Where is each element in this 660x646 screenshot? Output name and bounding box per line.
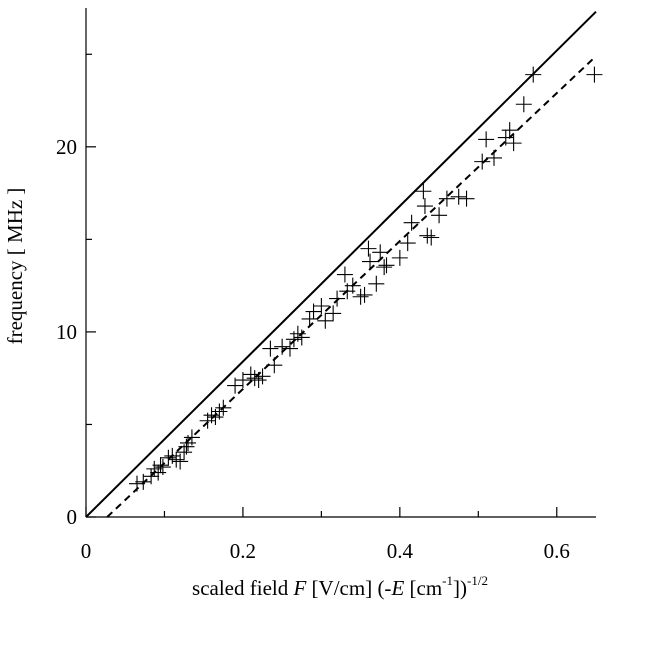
y-tick-label: 0 xyxy=(67,505,78,529)
data-point xyxy=(356,286,373,303)
data-point xyxy=(415,183,432,200)
data-point xyxy=(329,290,346,307)
data-point xyxy=(450,188,467,205)
data-point xyxy=(183,429,200,446)
data-point xyxy=(289,325,306,342)
data-point xyxy=(262,340,279,357)
y-tick-label: 10 xyxy=(56,320,77,344)
data-point xyxy=(203,407,220,424)
data-point xyxy=(376,259,393,276)
fit-lines xyxy=(85,10,597,518)
data-point xyxy=(178,438,195,455)
data-point xyxy=(336,266,353,283)
data-point xyxy=(325,305,342,322)
x-tick-label: 0.6 xyxy=(544,539,570,563)
data-point xyxy=(143,468,160,485)
tick-labels: 0 0.2 0.4 0.6 0 10 20 xyxy=(56,135,570,563)
axes xyxy=(85,8,596,518)
data-point xyxy=(419,227,436,244)
data-point xyxy=(154,459,171,476)
data-point xyxy=(403,214,420,231)
data-point xyxy=(168,451,185,468)
data-point xyxy=(250,372,267,389)
dashed-fit-line xyxy=(106,55,597,518)
data-point xyxy=(317,312,334,329)
data-point xyxy=(399,235,416,252)
data-point xyxy=(254,368,271,385)
data-point xyxy=(586,66,603,83)
data-point xyxy=(146,460,163,477)
data-point xyxy=(474,153,491,170)
y-axis-title: frequency [ MHz ] xyxy=(3,188,27,345)
data-point xyxy=(431,207,448,224)
data-point xyxy=(501,122,518,139)
x-axis-title: scaled field F [V/cm] (-E [cm-1])-1/2 xyxy=(192,573,488,600)
y-tick-label: 20 xyxy=(56,135,77,159)
data-point xyxy=(172,453,189,470)
data-point xyxy=(368,275,385,292)
data-point xyxy=(352,288,369,305)
data-point xyxy=(274,338,291,355)
data-point xyxy=(416,198,433,215)
data-point xyxy=(160,449,177,466)
data-point xyxy=(362,253,379,270)
data-point xyxy=(282,340,298,357)
data-point xyxy=(391,249,408,266)
data-point xyxy=(313,298,330,314)
solid-fit-line xyxy=(85,10,597,518)
data-point xyxy=(211,403,228,420)
data-point xyxy=(423,229,440,246)
data-point xyxy=(525,66,542,83)
ticks xyxy=(85,53,558,518)
data-point xyxy=(360,240,377,257)
x-tick-label: 0 xyxy=(81,539,92,563)
x-tick-label: 0.2 xyxy=(230,539,256,563)
data-point xyxy=(266,357,283,374)
data-point xyxy=(372,244,389,261)
data-point xyxy=(515,96,532,113)
data-point xyxy=(438,190,455,207)
data-point xyxy=(344,277,361,294)
data-point xyxy=(478,131,495,148)
data-point xyxy=(486,149,502,166)
data-point xyxy=(129,475,145,492)
data-point xyxy=(246,370,263,387)
data-point xyxy=(301,310,318,327)
data-point xyxy=(293,329,310,346)
x-tick-label: 0.4 xyxy=(387,539,414,563)
data-point xyxy=(505,135,522,152)
data-point xyxy=(152,457,169,474)
data-points xyxy=(129,66,603,492)
data-point xyxy=(458,190,475,207)
data-point xyxy=(215,399,232,416)
data-point xyxy=(378,257,395,274)
